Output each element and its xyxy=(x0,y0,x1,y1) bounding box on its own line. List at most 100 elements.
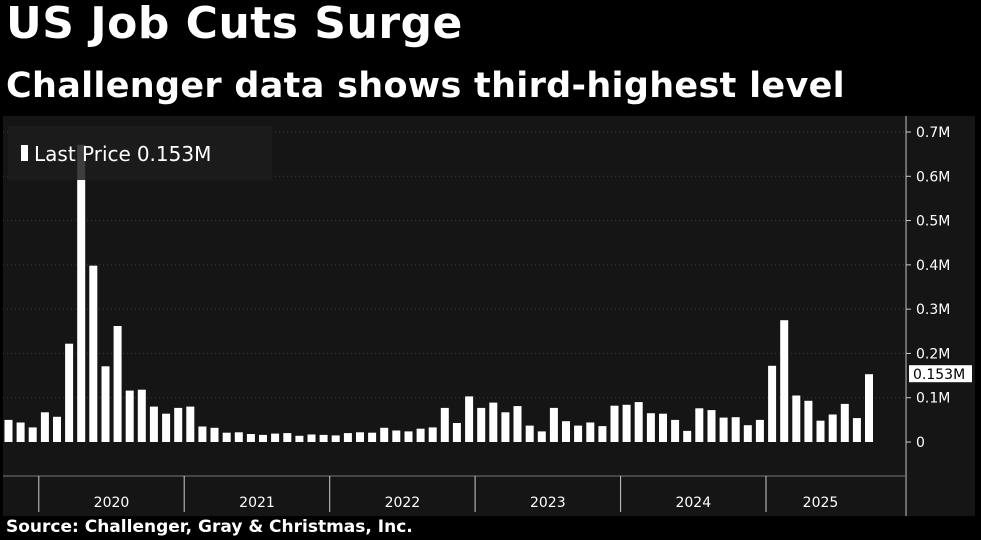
y-tick-label: 0.5M xyxy=(916,214,950,230)
bar xyxy=(428,427,437,442)
bar xyxy=(477,407,486,442)
bar xyxy=(113,326,122,442)
bar xyxy=(16,422,25,442)
bar xyxy=(865,374,873,442)
bar xyxy=(743,425,752,442)
y-tick-label: 0 xyxy=(916,435,925,451)
bar xyxy=(259,434,267,442)
bar xyxy=(246,434,255,442)
legend-box xyxy=(8,126,272,180)
y-axis: 0 0.1M 0.2M 0.3M 0.4M 0.5M 0.6M 0.7M xyxy=(905,116,950,516)
chart-title: US Job Cuts Surge xyxy=(6,0,463,49)
bar xyxy=(210,427,219,442)
chart: 0 0.1M 0.2M 0.3M 0.4M 0.5M 0.6M 0.7M 2020 2021 20… xyxy=(3,116,975,516)
bar xyxy=(319,434,328,442)
y-axis-area xyxy=(906,116,975,516)
bar xyxy=(525,425,534,442)
bars xyxy=(4,144,873,443)
bar xyxy=(816,420,825,442)
bar xyxy=(804,400,813,442)
bar xyxy=(162,413,171,442)
bar xyxy=(295,435,304,442)
bar xyxy=(4,419,13,442)
plot-area xyxy=(3,116,905,516)
bar xyxy=(671,419,680,442)
x-axis: 2020 2021 2022 2023 2024 2025 xyxy=(3,475,906,512)
bar xyxy=(198,426,207,442)
year-label: 2021 xyxy=(239,495,275,511)
y-tick-label: 0.6M xyxy=(916,169,950,185)
bar xyxy=(852,418,861,442)
bar xyxy=(271,433,280,442)
source-note: Source: Challenger, Gray & Christmas, In… xyxy=(6,517,413,537)
year-label: 2024 xyxy=(675,495,711,511)
gridlines xyxy=(3,131,906,399)
bar xyxy=(586,422,595,442)
bar xyxy=(792,395,801,442)
bar xyxy=(283,433,292,442)
bar xyxy=(77,144,86,443)
bar xyxy=(53,416,61,442)
chart-subtitle: Challenger data shows third-highest leve… xyxy=(6,66,845,106)
bar xyxy=(222,432,231,442)
bar xyxy=(489,402,498,442)
bar xyxy=(719,417,728,442)
bar xyxy=(562,421,570,442)
bar xyxy=(186,406,195,442)
bar xyxy=(707,410,716,442)
bar xyxy=(368,432,377,442)
bar xyxy=(356,432,364,442)
y-tick-label: 0.7M xyxy=(916,125,950,141)
legend: Last Price 0.153M xyxy=(8,126,272,180)
bar xyxy=(513,406,522,442)
bar xyxy=(89,265,98,442)
y-tick-label: 0.4M xyxy=(916,258,950,274)
bar xyxy=(574,425,583,442)
year-label: 2020 xyxy=(94,495,130,511)
bar xyxy=(731,417,740,442)
bar xyxy=(622,404,631,442)
bar xyxy=(307,434,316,442)
bar xyxy=(452,423,461,442)
year-label: 2023 xyxy=(530,495,566,511)
bar xyxy=(768,365,777,442)
y-tick-label: 0.2M xyxy=(916,346,950,362)
bar xyxy=(28,427,37,442)
bar xyxy=(501,412,510,442)
bar xyxy=(392,430,401,442)
bar xyxy=(416,428,425,442)
bar xyxy=(634,402,643,442)
bar xyxy=(65,343,74,442)
bar xyxy=(646,413,655,442)
legend-value: 0.153M xyxy=(137,142,212,166)
bar xyxy=(343,433,352,442)
bar xyxy=(683,430,692,442)
bar xyxy=(598,426,607,442)
y-tick-label: 0.3M xyxy=(916,302,950,318)
bar xyxy=(331,435,340,442)
bar xyxy=(404,431,413,442)
bar xyxy=(828,414,837,442)
bar xyxy=(149,406,158,442)
last-value-label: 0.153M xyxy=(913,367,965,383)
bar xyxy=(40,412,49,442)
bar xyxy=(174,407,183,442)
legend-swatch xyxy=(21,145,28,161)
year-label: 2025 xyxy=(803,495,839,511)
bar xyxy=(780,320,789,442)
bar xyxy=(101,366,110,442)
bar xyxy=(840,403,849,442)
bar xyxy=(380,427,389,442)
bar xyxy=(537,431,546,442)
y-tick-label: 0.1M xyxy=(916,391,950,407)
last-value-tag: 0.153M xyxy=(909,365,972,383)
bar xyxy=(610,405,619,442)
bar xyxy=(659,413,667,442)
bar xyxy=(440,407,449,442)
bar xyxy=(755,419,764,442)
bar xyxy=(137,389,146,442)
bar xyxy=(695,408,704,442)
bar xyxy=(234,432,243,442)
bar xyxy=(125,390,134,442)
